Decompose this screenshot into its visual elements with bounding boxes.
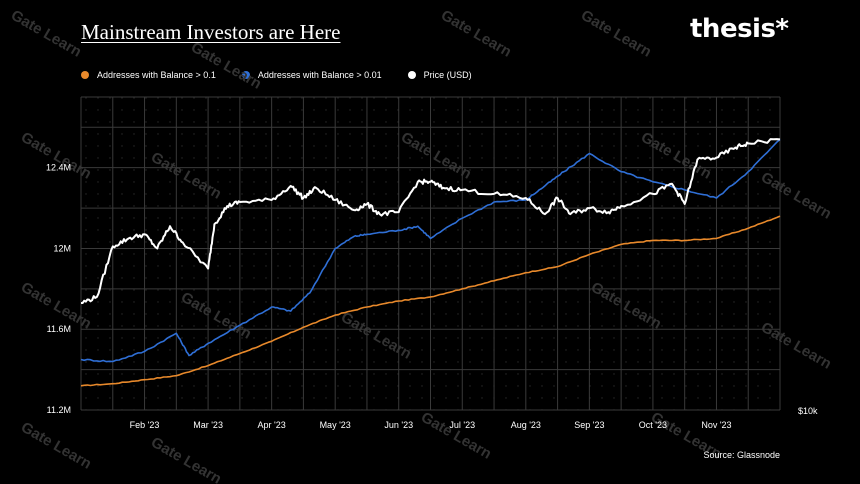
legend-item-price: Price (USD) — [407, 70, 472, 80]
chart-title: Mainstream Investors are Here — [81, 20, 341, 44]
y-right-tick-label: $10k — [798, 406, 818, 416]
series-line-balance-0-01 — [80, 138, 781, 363]
x-tick-label: Apr '23 — [258, 420, 286, 430]
legend-orange-dot-icon — [81, 71, 89, 79]
source-note: Source: Glassnode — [703, 450, 780, 460]
legend-item-balance-0-1: Addresses with Balance > 0.1 — [81, 70, 216, 80]
legend-white-dot-icon — [407, 71, 416, 79]
watermark-text: Gate Learn — [188, 39, 264, 93]
x-tick-label: May '23 — [320, 420, 351, 430]
x-tick-label: Aug '23 — [511, 420, 541, 430]
watermark-text: Gate Learn — [418, 409, 494, 463]
x-tick-label: Nov '23 — [701, 420, 731, 430]
watermark-text: Gate Learn — [578, 7, 654, 61]
y-tick-label: 11.2M — [47, 405, 71, 415]
legend-item-balance-0-01: Addresses with Balance > 0.01 — [241, 70, 382, 80]
x-tick-label: Sep '23 — [574, 420, 604, 430]
brand-logo: thesis* — [690, 14, 789, 44]
y-tick-label: 11.6M — [47, 324, 71, 334]
watermark-text: Gate Learn — [8, 7, 84, 61]
x-tick-label: Jun '23 — [384, 420, 413, 430]
legend-label-price: Price (USD) — [423, 70, 472, 80]
watermark-text: Gate Learn — [438, 7, 514, 61]
legend-blue-dot-icon — [241, 71, 250, 79]
series-line-price — [81, 138, 781, 304]
x-tick-label: Mar '23 — [193, 420, 223, 430]
watermark-text: Gate Learn — [18, 419, 94, 473]
chart-legend: Addresses with Balance > 0.1 Addresses w… — [81, 70, 472, 80]
y-tick-label: 12M — [53, 243, 71, 253]
legend-label-balance-0-01: Addresses with Balance > 0.01 — [257, 70, 382, 80]
x-tick-label: Oct '23 — [639, 420, 667, 430]
legend-label-balance-0-1: Addresses with Balance > 0.1 — [97, 70, 216, 80]
x-tick-label: Jul '23 — [449, 420, 475, 430]
y-tick-label: 12.4M — [46, 163, 71, 173]
watermark-text: Gate Learn — [148, 434, 224, 484]
series-line-balance-0-1 — [80, 215, 781, 387]
x-tick-label: Feb '23 — [130, 420, 160, 430]
